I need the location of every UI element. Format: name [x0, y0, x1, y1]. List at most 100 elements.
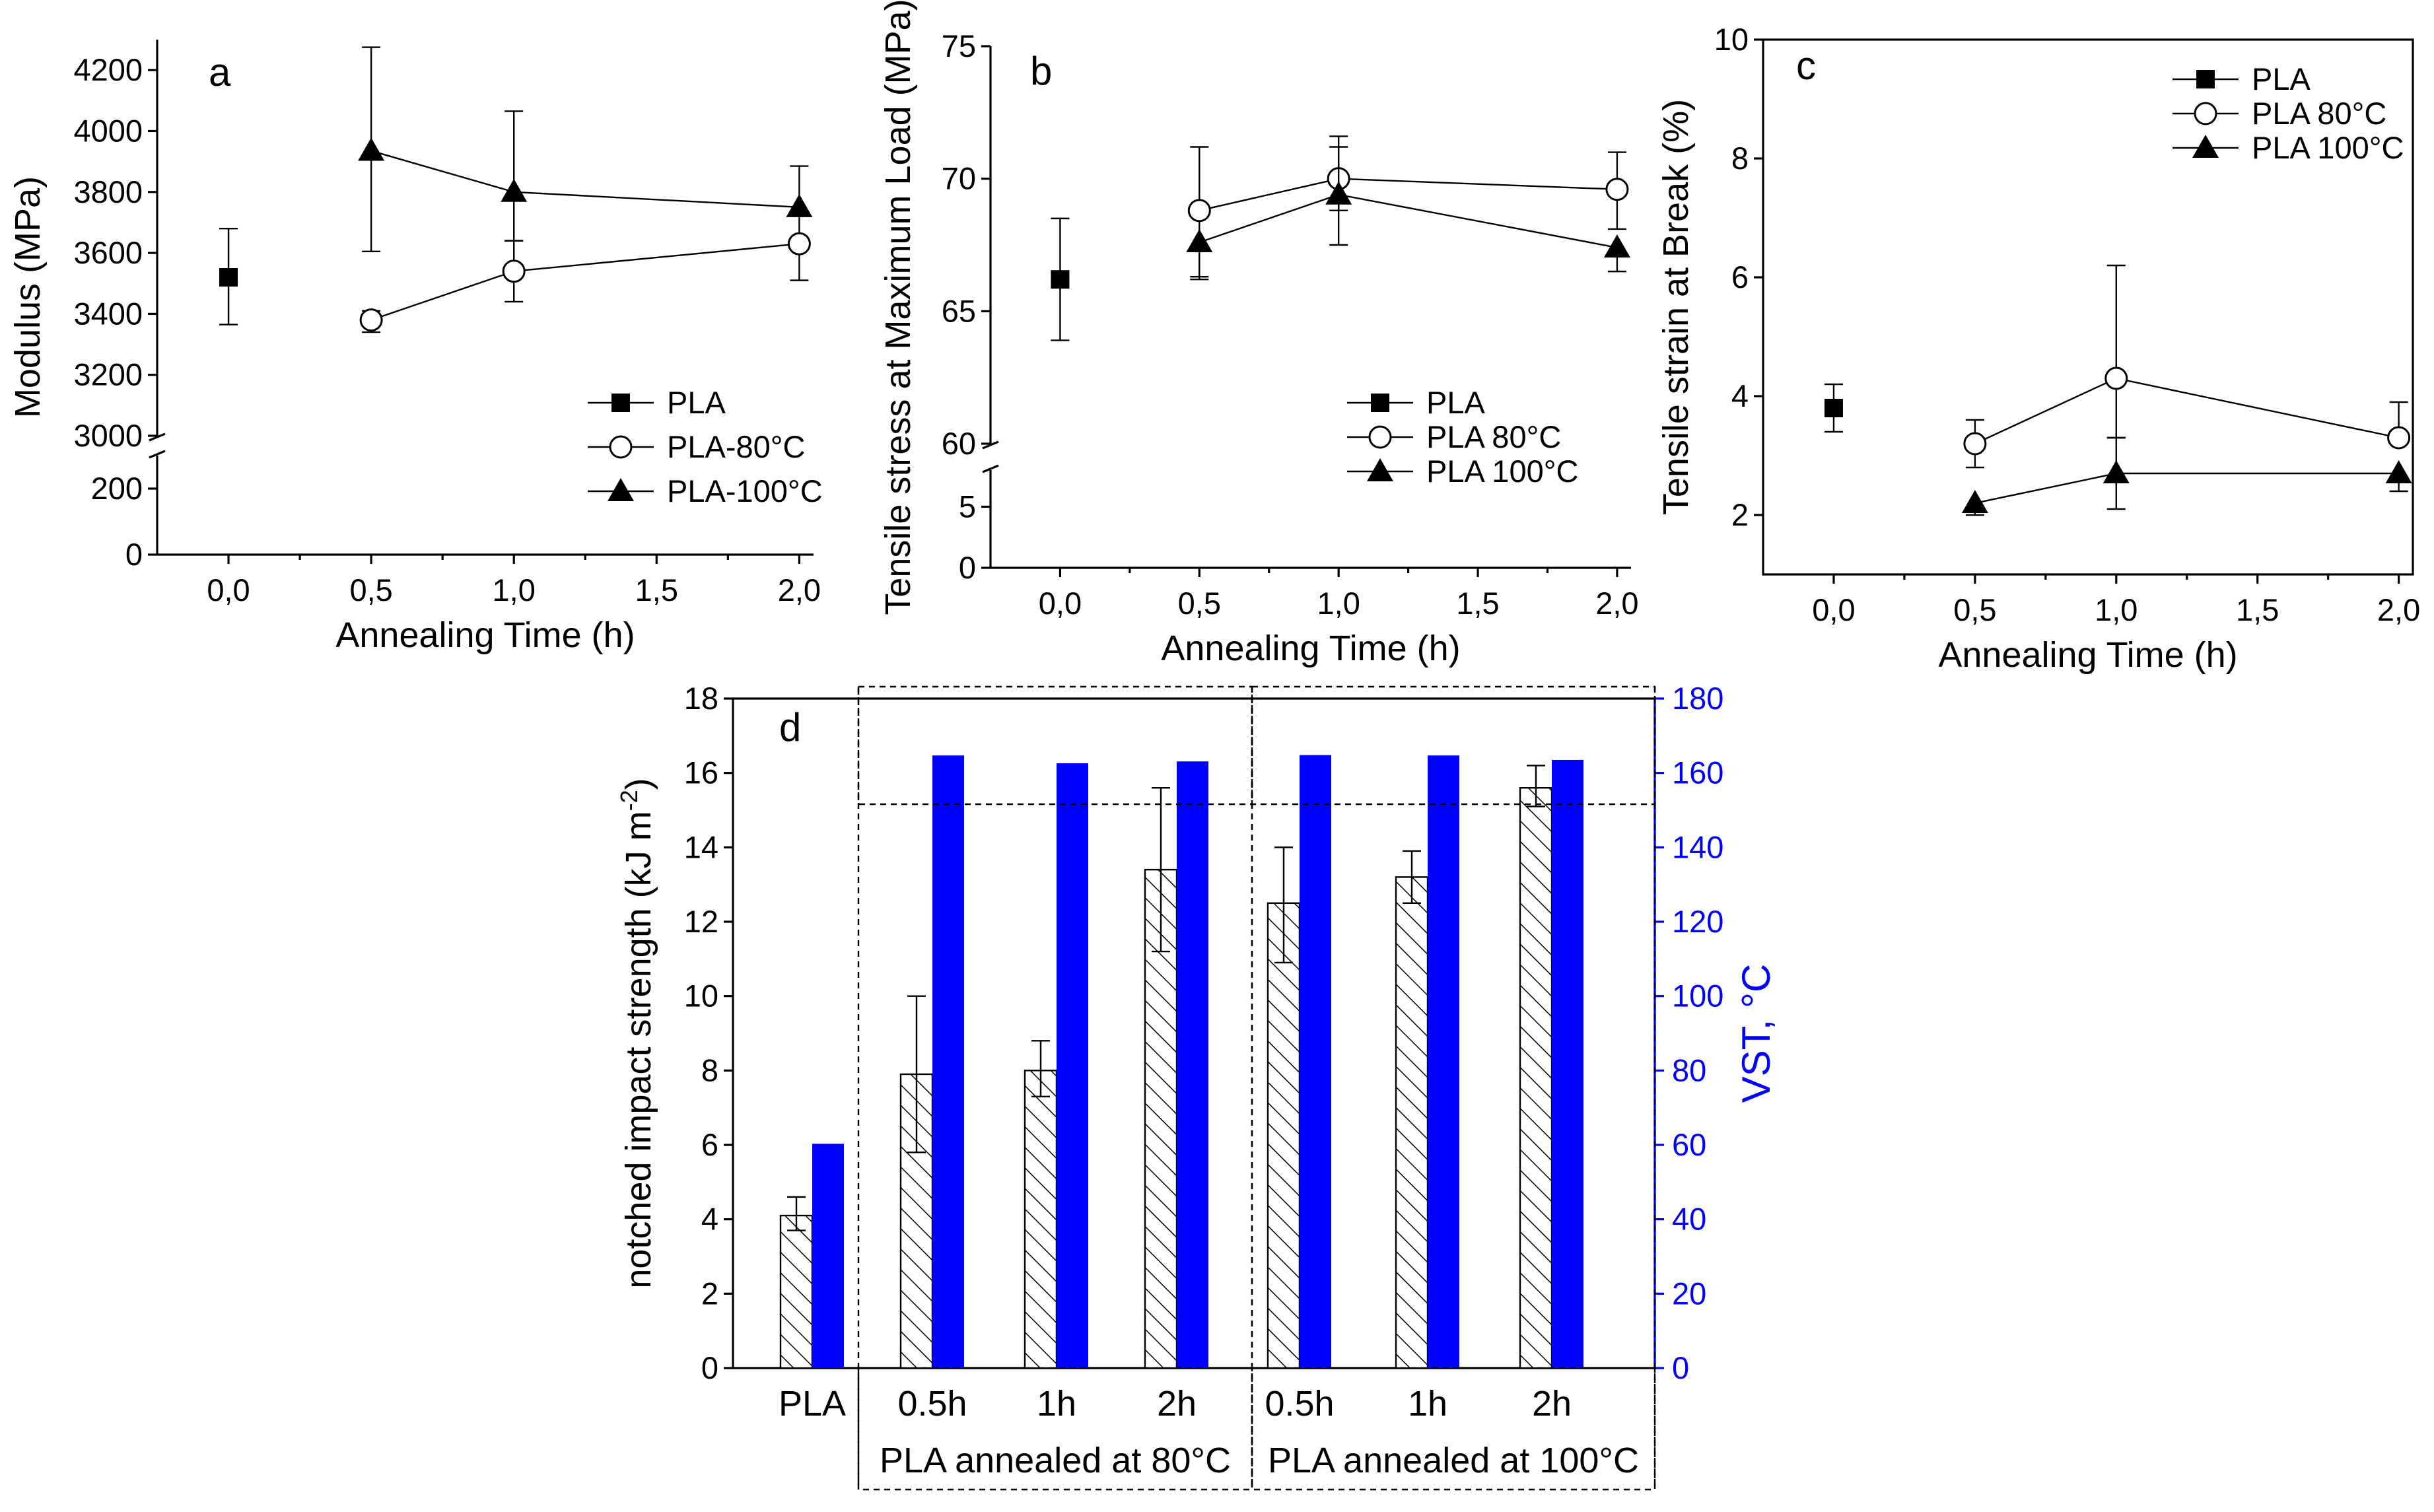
vst-bar [1177, 761, 1208, 1368]
series-pla-80-c [359, 212, 811, 333]
y-tick-label: 5 [959, 489, 976, 524]
group-label: PLA annealed at 80°C [880, 1441, 1231, 1480]
data-point [501, 178, 528, 202]
legend: PLA PLA-80°C PLA-100°C [588, 385, 823, 508]
x-tick-label: 0,0 [207, 572, 250, 607]
y-tick-label: 3200 [73, 357, 143, 392]
x-tick-label: 0,0 [1039, 586, 1082, 621]
data-point [787, 232, 811, 256]
y-tick-label: 3600 [73, 235, 143, 270]
data-point [2385, 460, 2412, 483]
y-axis-title: Tensile stress at Maximum Load (MPa) [878, 0, 918, 615]
x-tick-label: 1,5 [2236, 592, 2279, 627]
legend-marker [1367, 458, 1393, 481]
legend-label: PLA-80°C [667, 429, 806, 464]
y-right-tick-label: 60 [1672, 1127, 1706, 1162]
y-left-tick-label: 16 [684, 755, 718, 790]
legend-marker [2194, 102, 2217, 125]
y-tick-label: 4000 [73, 113, 143, 148]
y-tick-label: 6 [1731, 259, 1749, 294]
x-axis-title: Annealing Time (h) [1161, 629, 1460, 668]
data-point [786, 193, 813, 217]
y-left-tick-label: 2 [701, 1276, 718, 1311]
axis-break-mark [982, 440, 999, 450]
y-right-tick-label: 40 [1672, 1202, 1706, 1237]
y-tick-label: 75 [942, 28, 976, 63]
legend-label: PLA [667, 385, 726, 420]
x-axis-title: Annealing Time (h) [335, 615, 635, 655]
legend-label: PLA 100°C [1426, 454, 1578, 489]
data-point [358, 137, 385, 161]
series-line [1974, 377, 2399, 445]
y-left-tick-label: 18 [684, 681, 718, 716]
legend-marker [1368, 425, 1392, 449]
legend-marker [609, 435, 633, 459]
panel-label: c [1796, 44, 1816, 88]
series-line [370, 243, 800, 321]
impact-bar [779, 1214, 814, 1369]
panel-label: d [779, 705, 801, 749]
y-tick-label: 200 [91, 471, 143, 506]
legend-marker [2196, 70, 2215, 88]
x-tick-label: 0,0 [1812, 592, 1855, 627]
x-tick-label: 2,0 [2377, 592, 2420, 627]
y-axis-title: Modulus (MPa) [8, 176, 48, 418]
legend-label: PLA [1426, 385, 1485, 420]
x-tick-label: 2,0 [778, 572, 821, 607]
y-tick-label: 10 [1714, 22, 1749, 57]
y-tick-label: 0 [959, 550, 976, 585]
category-label: 2h [1157, 1384, 1197, 1424]
data-point [1051, 270, 1070, 289]
x-tick-label: 0,5 [1178, 586, 1221, 621]
panel-a-modulus-chart: 0,0 0,5 1,0 1,5 2,0 0 200 3000 3200 3400 3600 3800 4… [8, 40, 823, 655]
data-point [1603, 234, 1630, 258]
impact-bar [1395, 876, 1429, 1369]
category-label: 0.5h [897, 1384, 967, 1424]
impact-bar [1267, 902, 1301, 1369]
data-point [1605, 178, 1629, 201]
y-right-tick-label: 0 [1672, 1350, 1689, 1385]
y-tick-label: 3400 [73, 296, 143, 331]
axis-break-mark [149, 432, 166, 442]
category-label: 1h [1408, 1384, 1447, 1424]
series-pla-100-c [358, 46, 813, 252]
y-tick-label: 0 [125, 537, 143, 572]
data-point [1186, 228, 1213, 252]
panel-label: a [209, 50, 231, 94]
y-right-tick-label: 100 [1672, 979, 1723, 1014]
y-left-tick-label: 8 [701, 1052, 718, 1087]
legend-marker [1371, 394, 1389, 412]
y-left-tick-label: 14 [684, 829, 718, 864]
plot-frame [1762, 38, 2414, 576]
y-tick-label: 8 [1731, 141, 1749, 176]
series-pla [1051, 217, 1070, 341]
series-pla [219, 227, 238, 326]
y-tick-label: 70 [942, 161, 976, 196]
y-axis-title: Tensile strain at Break (%) [1656, 99, 1696, 515]
data-point [219, 268, 238, 287]
data-point [2387, 426, 2411, 450]
legend-label: PLA 100°C [2252, 130, 2404, 165]
data-point [359, 308, 383, 332]
series-pla [1824, 383, 1843, 433]
y-right-tick-label: 80 [1672, 1052, 1706, 1087]
y-tick-label: 4 [1731, 378, 1749, 413]
vst-bar [932, 755, 964, 1368]
data-point [502, 259, 526, 283]
y-tick-label: 2 [1731, 497, 1749, 532]
x-tick-label: 1,0 [1317, 586, 1360, 621]
category-label: 1h [1037, 1384, 1076, 1424]
axis-break-mark [982, 464, 999, 473]
impact-bar [1519, 786, 1553, 1369]
series-line [1199, 178, 1617, 211]
x-tick-label: 1,5 [635, 572, 678, 607]
y-tick-label: 60 [942, 426, 976, 461]
y-right-tick-label: 180 [1672, 681, 1723, 716]
category-label: 0.5h [1265, 1384, 1334, 1424]
y-left-tick-label: 4 [701, 1202, 718, 1237]
series-line [1199, 193, 1618, 249]
series-line [370, 150, 800, 209]
data-point [1824, 399, 1843, 417]
